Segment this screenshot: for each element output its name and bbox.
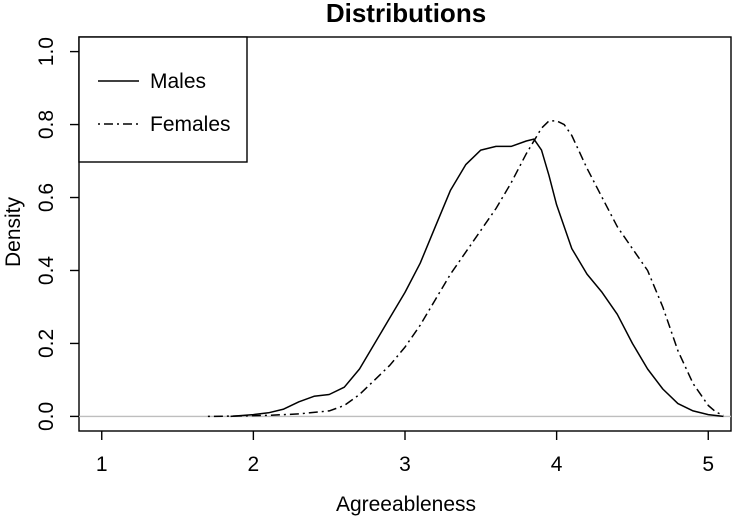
chart-title: Distributions: [326, 0, 486, 28]
y-tick-label: 0.2: [35, 329, 58, 358]
x-tick-label: 1: [96, 453, 108, 476]
y-tick-label: 0.4: [35, 256, 58, 286]
axes: 1 2 3 4 5 0.0 0.2 0.4 0.6 0.8 1.0: [35, 36, 732, 476]
x-tick-label: 4: [551, 453, 563, 476]
x-tick-label: 2: [248, 453, 260, 476]
legend-label-females: Females: [150, 113, 231, 136]
y-tick-label: 0.8: [35, 110, 58, 139]
plot-area: [79, 120, 731, 418]
series-line-males: [230, 138, 724, 418]
y-tick-label: 0.6: [35, 183, 58, 212]
y-tick-label: 0.0: [35, 402, 58, 431]
y-tick-label: 1.0: [35, 37, 58, 66]
x-tick-label: 5: [702, 453, 714, 476]
legend-label-males: Males: [150, 70, 206, 93]
legend: Males Females: [78, 36, 248, 163]
x-axis-label: Agreeableness: [336, 493, 476, 516]
y-axis-label: Density: [2, 196, 25, 267]
legend-box: [78, 36, 248, 163]
x-tick-label: 3: [399, 453, 411, 476]
series-line-females: [207, 120, 724, 418]
